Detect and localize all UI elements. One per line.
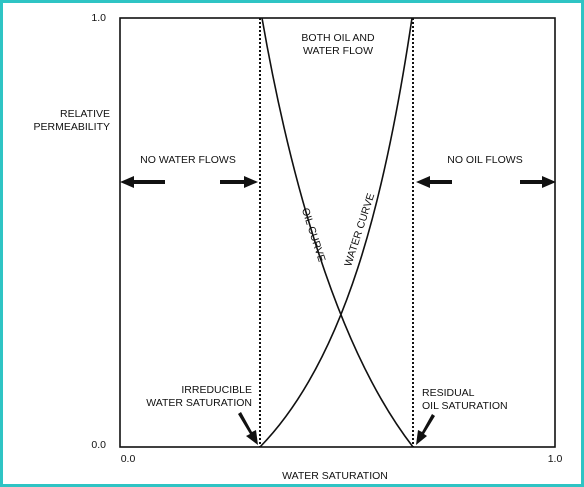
water-curve bbox=[259, 17, 413, 448]
arrows bbox=[120, 176, 556, 445]
region-label: NO WATER FLOWS bbox=[140, 154, 236, 166]
annotation: WATER SATURATION bbox=[146, 397, 252, 409]
oil-curve bbox=[261, 17, 414, 448]
arrow bbox=[416, 414, 435, 445]
region-label: WATER FLOW bbox=[303, 45, 373, 57]
x-tick-label: 0.0 bbox=[121, 453, 136, 465]
arrow bbox=[220, 176, 258, 188]
arrow bbox=[416, 176, 452, 188]
y-tick-label: 0.0 bbox=[91, 439, 106, 451]
region-label: BOTH OIL AND bbox=[301, 32, 375, 44]
arrow bbox=[520, 176, 556, 188]
region-label: NO OIL FLOWS bbox=[447, 154, 522, 166]
y-axis-label: RELATIVE bbox=[60, 108, 110, 120]
annotation: RESIDUAL bbox=[422, 387, 475, 399]
annotation: IRREDUCIBLE bbox=[181, 384, 252, 396]
x-tick-label: 1.0 bbox=[548, 453, 563, 465]
y-axis-label: PERMEABILITY bbox=[34, 121, 110, 133]
plot-frame bbox=[119, 17, 556, 448]
arrow bbox=[120, 176, 165, 188]
arrow bbox=[238, 412, 258, 445]
x-axis-label: WATER SATURATION bbox=[282, 470, 388, 482]
annotation: OIL SATURATION bbox=[422, 400, 508, 412]
y-tick-label: 1.0 bbox=[91, 12, 106, 24]
